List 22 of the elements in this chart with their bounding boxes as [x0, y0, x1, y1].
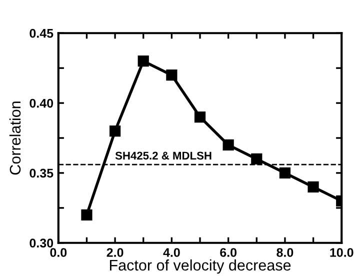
point — [194, 111, 206, 123]
point — [109, 125, 121, 137]
x-tick-label: 6.0 — [220, 248, 237, 257]
x-axis-title: Factor of velocity decrease — [110, 259, 291, 274]
x-tick-label: 8.0 — [276, 248, 294, 257]
x-tick-label: 4.0 — [163, 248, 180, 257]
point — [166, 70, 178, 81]
point — [308, 181, 319, 192]
y-tick-label: 0.35 — [30, 168, 54, 178]
y-axis-title: Correlation — [9, 102, 21, 175]
y-tick-label: 0.45 — [30, 28, 54, 38]
point — [222, 139, 234, 151]
point — [279, 167, 291, 179]
y-tick-label: 0.40 — [30, 98, 54, 108]
y-tick-label: 0.30 — [30, 238, 54, 248]
x-tick-label: 0.0 — [50, 248, 67, 257]
point — [251, 153, 262, 165]
point — [138, 56, 149, 67]
point — [81, 209, 92, 220]
x-tick-label: 10.0 — [330, 248, 354, 257]
ref-line-label: SH425.2 & MDLSH — [115, 152, 212, 160]
x-tick-label: 2.0 — [106, 248, 124, 257]
